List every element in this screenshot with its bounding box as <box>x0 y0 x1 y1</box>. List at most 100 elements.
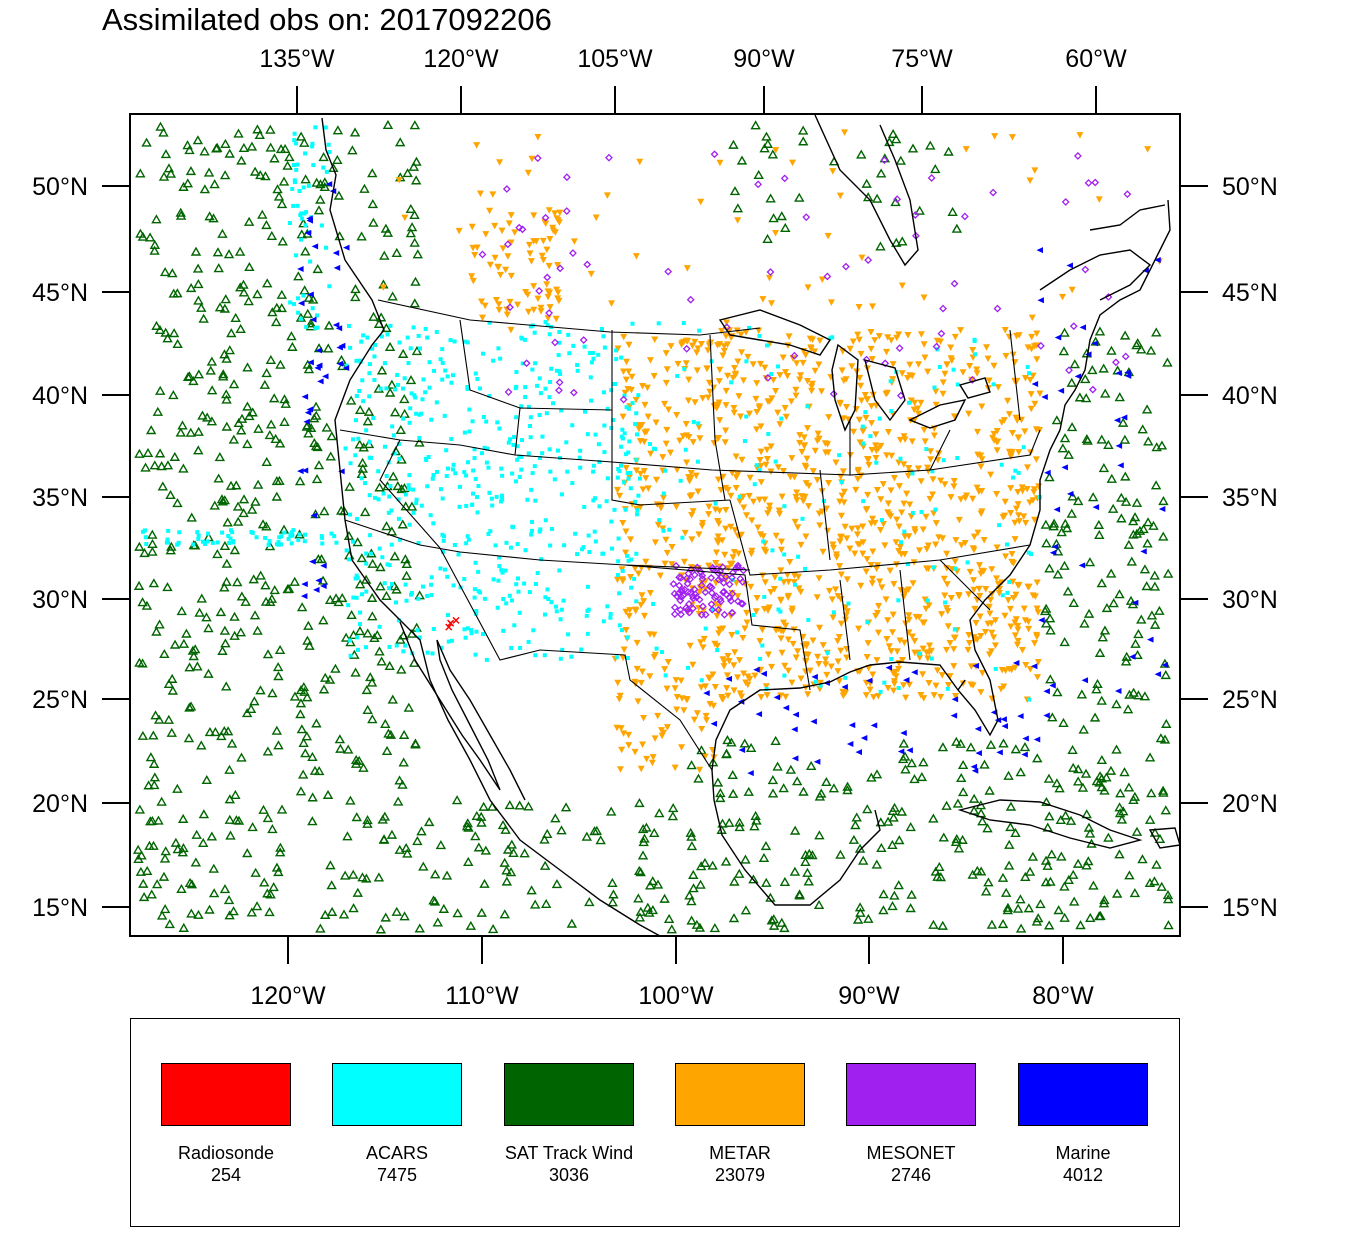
triangle-down-marker <box>896 436 904 444</box>
square-marker <box>438 566 443 571</box>
triangle-up-marker <box>152 406 164 416</box>
square-marker <box>296 310 301 315</box>
square-marker <box>617 623 622 628</box>
triangle-down-marker <box>786 559 794 566</box>
triangle-down-marker <box>832 551 840 558</box>
triangle-down-marker <box>640 598 648 605</box>
square-marker <box>417 435 422 440</box>
diamond-marker <box>683 579 692 588</box>
triangle-up-marker <box>1160 805 1172 815</box>
triangle-up-marker <box>177 813 189 823</box>
triangle-up-marker <box>204 904 215 914</box>
triangle-up-marker <box>1096 578 1108 588</box>
triangle-down-marker <box>920 426 928 434</box>
triangle-left-marker <box>996 749 1003 756</box>
triangle-up-marker <box>235 627 247 637</box>
triangle-down-marker <box>749 361 757 368</box>
triangle-down-marker <box>893 648 901 655</box>
square-marker <box>543 320 548 325</box>
diamond-marker <box>533 154 542 163</box>
triangle-up-marker <box>471 810 482 820</box>
triangle-down-marker <box>843 654 851 662</box>
triangle-down-marker <box>919 645 927 653</box>
triangle-up-marker <box>1120 656 1132 666</box>
square-marker <box>622 480 627 485</box>
diamond-marker <box>515 223 524 232</box>
square-marker <box>416 541 421 546</box>
triangle-down-marker <box>785 578 793 586</box>
triangle-up-marker <box>975 866 987 876</box>
triangle-down-marker <box>917 331 925 338</box>
triangle-down-marker <box>1031 167 1039 174</box>
square-marker <box>210 540 215 545</box>
triangle-down-marker <box>658 727 666 734</box>
triangle-up-marker <box>925 140 936 150</box>
triangle-up-marker <box>1111 888 1123 898</box>
triangle-up-marker <box>699 857 711 867</box>
triangle-up-marker <box>897 754 909 764</box>
triangle-up-marker <box>1041 796 1052 807</box>
triangle-down-marker <box>539 237 547 245</box>
triangle-down-marker <box>737 331 745 339</box>
legend-count-sat-track-wind: 3036 <box>548 1165 590 1185</box>
triangle-down-marker <box>626 607 634 614</box>
diamond-marker <box>686 295 695 304</box>
triangle-up-marker <box>333 596 344 607</box>
triangle-up-marker <box>1059 560 1070 570</box>
triangle-up-marker <box>968 793 980 803</box>
triangle-down-marker <box>625 731 633 739</box>
square-marker <box>615 475 620 480</box>
triangle-down-marker <box>587 270 595 278</box>
triangle-up-marker <box>1124 689 1135 699</box>
square-marker <box>426 454 431 459</box>
triangle-up-marker <box>1129 512 1141 522</box>
triangle-down-marker <box>1011 664 1019 672</box>
triangle-down-marker <box>666 449 674 457</box>
square-marker <box>837 453 842 458</box>
triangle-down-marker <box>673 466 681 474</box>
diamond-marker <box>503 240 512 249</box>
diamond-marker <box>790 351 799 360</box>
triangle-up-marker <box>715 792 726 803</box>
triangle-down-marker <box>1011 359 1019 366</box>
triangle-up-marker <box>1098 463 1110 473</box>
square-marker <box>515 576 520 581</box>
triangle-down-marker <box>644 485 652 492</box>
triangle-down-marker <box>788 679 796 687</box>
triangle-down-marker <box>962 146 970 153</box>
triangle-up-marker <box>890 134 902 144</box>
triangle-up-marker <box>1051 415 1063 425</box>
diamond-marker <box>719 578 728 587</box>
triangle-left-marker <box>332 322 340 329</box>
triangle-down-marker <box>884 500 892 507</box>
triangle-left-marker <box>320 582 327 589</box>
square-marker <box>874 460 879 465</box>
triangle-up-marker <box>941 800 952 810</box>
triangle-down-marker <box>893 334 901 342</box>
triangle-down-marker <box>791 518 799 526</box>
triangle-up-marker <box>315 194 326 204</box>
square-marker <box>896 598 901 603</box>
square-marker <box>368 551 373 556</box>
triangle-up-marker <box>182 178 194 188</box>
triangle-down-marker <box>696 435 704 442</box>
triangle-left-marker <box>870 722 878 729</box>
triangle-up-marker <box>1150 480 1162 490</box>
triangle-up-marker <box>141 865 153 875</box>
triangle-down-marker <box>619 368 627 376</box>
triangle-left-marker <box>325 181 333 188</box>
square-marker <box>353 576 358 581</box>
triangle-up-marker <box>172 844 183 854</box>
triangle-up-marker <box>396 664 407 674</box>
diamond-marker <box>535 287 544 295</box>
triangle-up-marker <box>441 870 453 880</box>
triangle-up-marker <box>887 839 898 849</box>
triangle-left-marker <box>791 726 798 733</box>
triangle-up-marker <box>977 816 988 826</box>
triangle-up-marker <box>397 519 408 529</box>
legend: Radiosonde 254 ACARS 7475 SAT Track Wind… <box>130 1018 1180 1227</box>
triangle-up-marker <box>560 802 572 812</box>
triangle-up-marker <box>398 729 410 739</box>
square-marker <box>472 456 477 461</box>
triangle-down-marker <box>672 677 680 684</box>
